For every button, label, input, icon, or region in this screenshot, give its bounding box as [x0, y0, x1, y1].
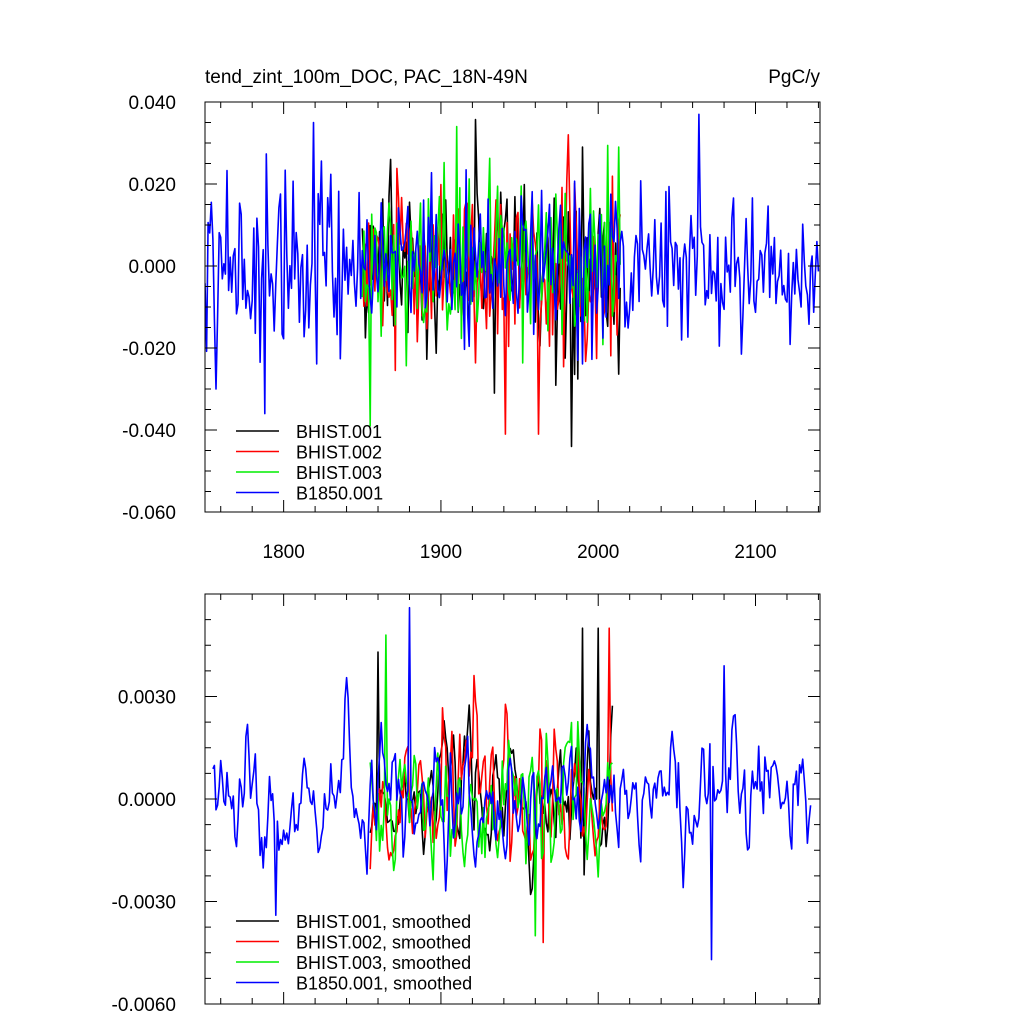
legend-label: BHIST.001	[296, 422, 382, 442]
y-tick-label: -0.020	[122, 339, 176, 360]
bottom-plot-area	[212, 606, 812, 961]
y-tick-label: 0.000	[128, 257, 176, 278]
legend-label: B1850.001	[296, 484, 383, 504]
series-line-b1850-001	[205, 113, 820, 415]
series-line-bhist-003-smoothed	[369, 634, 613, 937]
y-tick-label: 0.020	[128, 175, 176, 196]
x-tick-label: 1900	[420, 542, 462, 563]
legend-label: BHIST.002, smoothed	[296, 933, 471, 953]
units-label: PgC/y	[768, 67, 820, 88]
top-plot-area	[205, 113, 820, 448]
legend-label: BHIST.002	[296, 443, 382, 463]
series-line-b1850-001-smoothed	[212, 606, 812, 961]
y-tick-label: -0.0060	[112, 995, 176, 1016]
legend-label: B1850.001, smoothed	[296, 974, 472, 994]
x-tick-label: 2100	[734, 542, 776, 563]
x-tick-label: 2000	[577, 542, 619, 563]
y-tick-label: 0.0000	[118, 790, 176, 811]
legend-label: BHIST.001, smoothed	[296, 912, 471, 932]
y-tick-label: 0.0030	[118, 688, 176, 709]
top-axes: 0.040 0.020 0.000 -0.020 -0.040 -0.060 1800 190…	[122, 93, 820, 563]
y-tick-label: -0.0030	[112, 893, 176, 914]
bottom-panel: 0.0030 0.0000 -0.0030 -0.0060 BHIST.001, sm…	[112, 593, 821, 1016]
top-panel: tend_zint_100m_DOC, PAC_18N-49N PgC/y 0.…	[122, 67, 821, 563]
chart-title: tend_zint_100m_DOC, PAC_18N-49N	[205, 67, 528, 88]
legend-label: BHIST.003, smoothed	[296, 953, 471, 973]
y-tick-label: 0.040	[128, 93, 176, 114]
bottom-axes: 0.0030 0.0000 -0.0030 -0.0060	[112, 593, 820, 1016]
legend-label: BHIST.003	[296, 463, 382, 483]
y-tick-label: -0.040	[122, 421, 176, 442]
x-tick-label: 1800	[263, 542, 305, 563]
y-tick-label: -0.060	[122, 503, 176, 524]
